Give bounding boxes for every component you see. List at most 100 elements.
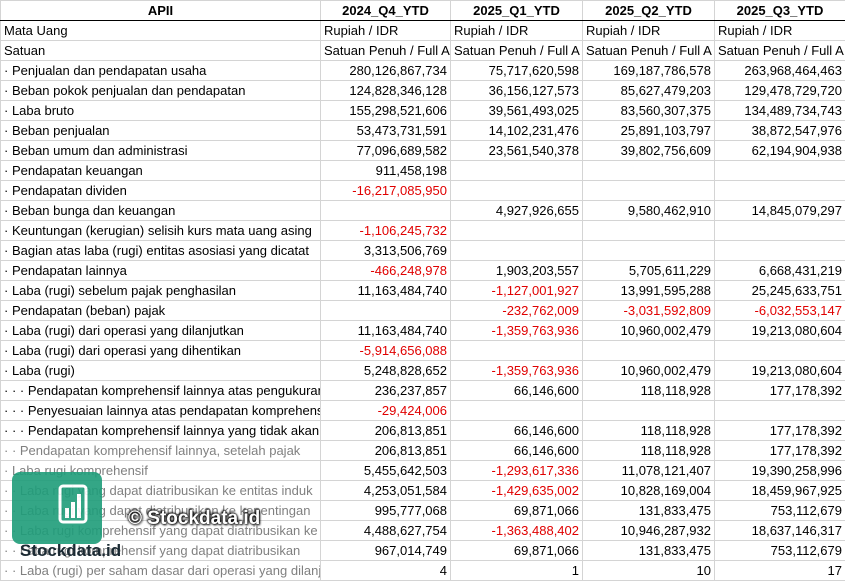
value-cell: 66,146,600 xyxy=(450,440,583,461)
row-label: · Laba (rugi) sebelum pajak penghasilan xyxy=(0,280,321,301)
table-row: · · Laba (rugi) per saham dasar dari ope… xyxy=(0,560,845,581)
table-row: · Laba bruto 155,298,521,606 39,561,493,02… xyxy=(0,100,845,121)
value-cell: 753,112,679 xyxy=(714,500,845,521)
value-cell: Rupiah / IDR xyxy=(450,20,583,41)
empty-cell xyxy=(320,200,451,221)
empty-cell xyxy=(450,400,583,421)
value-cell: 36,156,127,573 xyxy=(450,80,583,101)
row-label: · Pendapatan (beban) pajak xyxy=(0,300,321,321)
value-cell: -1,293,617,336 xyxy=(450,460,583,481)
header-cell: 2025_Q1_YTD xyxy=(450,0,583,21)
value-cell: 4 xyxy=(320,560,451,581)
table-row: · · · Pendapatan komprehensif lainnya ya… xyxy=(0,420,845,441)
value-cell: 995,777,068 xyxy=(320,500,451,521)
value-cell: -232,762,009 xyxy=(450,300,583,321)
value-cell: 39,561,493,025 xyxy=(450,100,583,121)
empty-cell xyxy=(714,400,845,421)
row-label: Satuan xyxy=(0,40,321,61)
watermark-text: © Stockdata.id xyxy=(128,508,261,529)
value-cell: 66,146,600 xyxy=(450,380,583,401)
value-cell: 10,960,002,479 xyxy=(582,360,715,381)
table-row: · · Pendapatan komprehensif lainnya, set… xyxy=(0,440,845,461)
value-cell: 4,488,627,754 xyxy=(320,520,451,541)
value-cell: 10,946,287,932 xyxy=(582,520,715,541)
table-row: · Bagian atas laba (rugi) entitas asosia… xyxy=(0,240,845,261)
value-cell: 155,298,521,606 xyxy=(320,100,451,121)
empty-cell xyxy=(582,340,715,361)
table-row: · Pendapatan dividen -16,217,085,950 xyxy=(0,180,845,201)
value-cell: Satuan Penuh / Full A xyxy=(320,40,451,61)
empty-cell xyxy=(582,160,715,181)
value-cell: 53,473,731,591 xyxy=(320,120,451,141)
value-cell: 38,872,547,976 xyxy=(714,120,845,141)
table-row: · · · Pendapatan komprehensif lainnya at… xyxy=(0,380,845,401)
row-label: · Pendapatan dividen xyxy=(0,180,321,201)
value-cell: 118,118,928 xyxy=(582,420,715,441)
table-row: · Beban penjualan 53,473,731,591 14,102,23… xyxy=(0,120,845,141)
row-label: · · · Penyesuaian lainnya atas pendapata… xyxy=(0,400,321,421)
table-row: Satuan Satuan Penuh / Full A Satuan Penuh … xyxy=(0,40,845,61)
value-cell: 18,459,967,925 xyxy=(714,480,845,501)
value-cell: 85,627,479,203 xyxy=(582,80,715,101)
value-cell: 10,960,002,479 xyxy=(582,320,715,341)
row-label: · · · Pendapatan komprehensif lainnya at… xyxy=(0,380,321,401)
value-cell: 131,833,475 xyxy=(582,540,715,561)
value-cell: 206,813,851 xyxy=(320,420,451,441)
value-cell: Satuan Penuh / Full A xyxy=(582,40,715,61)
table-row: · Keuntungan (kerugian) selisih kurs mat… xyxy=(0,220,845,241)
value-cell: 4,253,051,584 xyxy=(320,480,451,501)
value-cell: 236,237,857 xyxy=(320,380,451,401)
value-cell: 75,717,620,598 xyxy=(450,60,583,81)
row-label: · · Laba rugi komprehensif yang dapat di… xyxy=(0,540,321,561)
value-cell: 23,561,540,378 xyxy=(450,140,583,161)
value-cell: -6,032,553,147 xyxy=(714,300,845,321)
value-cell: 9,580,462,910 xyxy=(582,200,715,221)
value-cell: 118,118,928 xyxy=(582,440,715,461)
table-row: · · Laba rugi yang dapat diatribusikan k… xyxy=(0,480,845,501)
empty-cell xyxy=(582,180,715,201)
empty-cell xyxy=(450,340,583,361)
value-cell: Rupiah / IDR xyxy=(714,20,845,41)
value-cell: 14,845,079,297 xyxy=(714,200,845,221)
value-cell: 177,178,392 xyxy=(714,440,845,461)
table-row: · · Laba rugi komprehensif yang dapat di… xyxy=(0,520,845,541)
value-cell: 1 xyxy=(450,560,583,581)
value-cell: 911,458,198 xyxy=(320,160,451,181)
row-label: · Pendapatan lainnya xyxy=(0,260,321,281)
value-cell: 19,390,258,996 xyxy=(714,460,845,481)
value-cell: 39,802,756,609 xyxy=(582,140,715,161)
table-row: · Laba (rugi) 5,248,828,652 -1,359,763,936… xyxy=(0,360,845,381)
table-row: · Beban pokok penjualan dan pendapatan 12… xyxy=(0,80,845,101)
value-cell: 3,313,506,769 xyxy=(320,240,451,261)
table-row: · Beban bunga dan keuangan 4,927,926,655 9… xyxy=(0,200,845,221)
table-row: · · · Penyesuaian lainnya atas pendapata… xyxy=(0,400,845,421)
value-cell: 66,146,600 xyxy=(450,420,583,441)
header-cell: 2025_Q3_YTD xyxy=(714,0,845,21)
row-label: · Penjualan dan pendapatan usaha xyxy=(0,60,321,81)
row-label: · Keuntungan (kerugian) selisih kurs mat… xyxy=(0,220,321,241)
empty-cell xyxy=(714,180,845,201)
row-label: · Laba bruto xyxy=(0,100,321,121)
empty-cell xyxy=(714,240,845,261)
row-label: · Laba (rugi) dari operasi yang dihentik… xyxy=(0,340,321,361)
value-cell: 17 xyxy=(714,560,845,581)
header-cell: APII xyxy=(0,0,321,21)
value-cell: Rupiah / IDR xyxy=(582,20,715,41)
value-cell: 11,078,121,407 xyxy=(582,460,715,481)
value-cell: 18,637,146,317 xyxy=(714,520,845,541)
table-row: · Pendapatan (beban) pajak -232,762,009 -3… xyxy=(0,300,845,321)
value-cell: 83,560,307,375 xyxy=(582,100,715,121)
value-cell: 280,126,867,734 xyxy=(320,60,451,81)
row-label: · · · Pendapatan komprehensif lainnya ya… xyxy=(0,420,321,441)
empty-cell xyxy=(450,240,583,261)
value-cell: 62,194,904,938 xyxy=(714,140,845,161)
value-cell: 69,871,066 xyxy=(450,500,583,521)
value-cell: 129,478,729,720 xyxy=(714,80,845,101)
value-cell: -1,429,635,002 xyxy=(450,480,583,501)
value-cell: -3,031,592,809 xyxy=(582,300,715,321)
value-cell: -16,217,085,950 xyxy=(320,180,451,201)
value-cell: -1,127,001,927 xyxy=(450,280,583,301)
value-cell: -1,359,763,936 xyxy=(450,320,583,341)
value-cell: 118,118,928 xyxy=(582,380,715,401)
